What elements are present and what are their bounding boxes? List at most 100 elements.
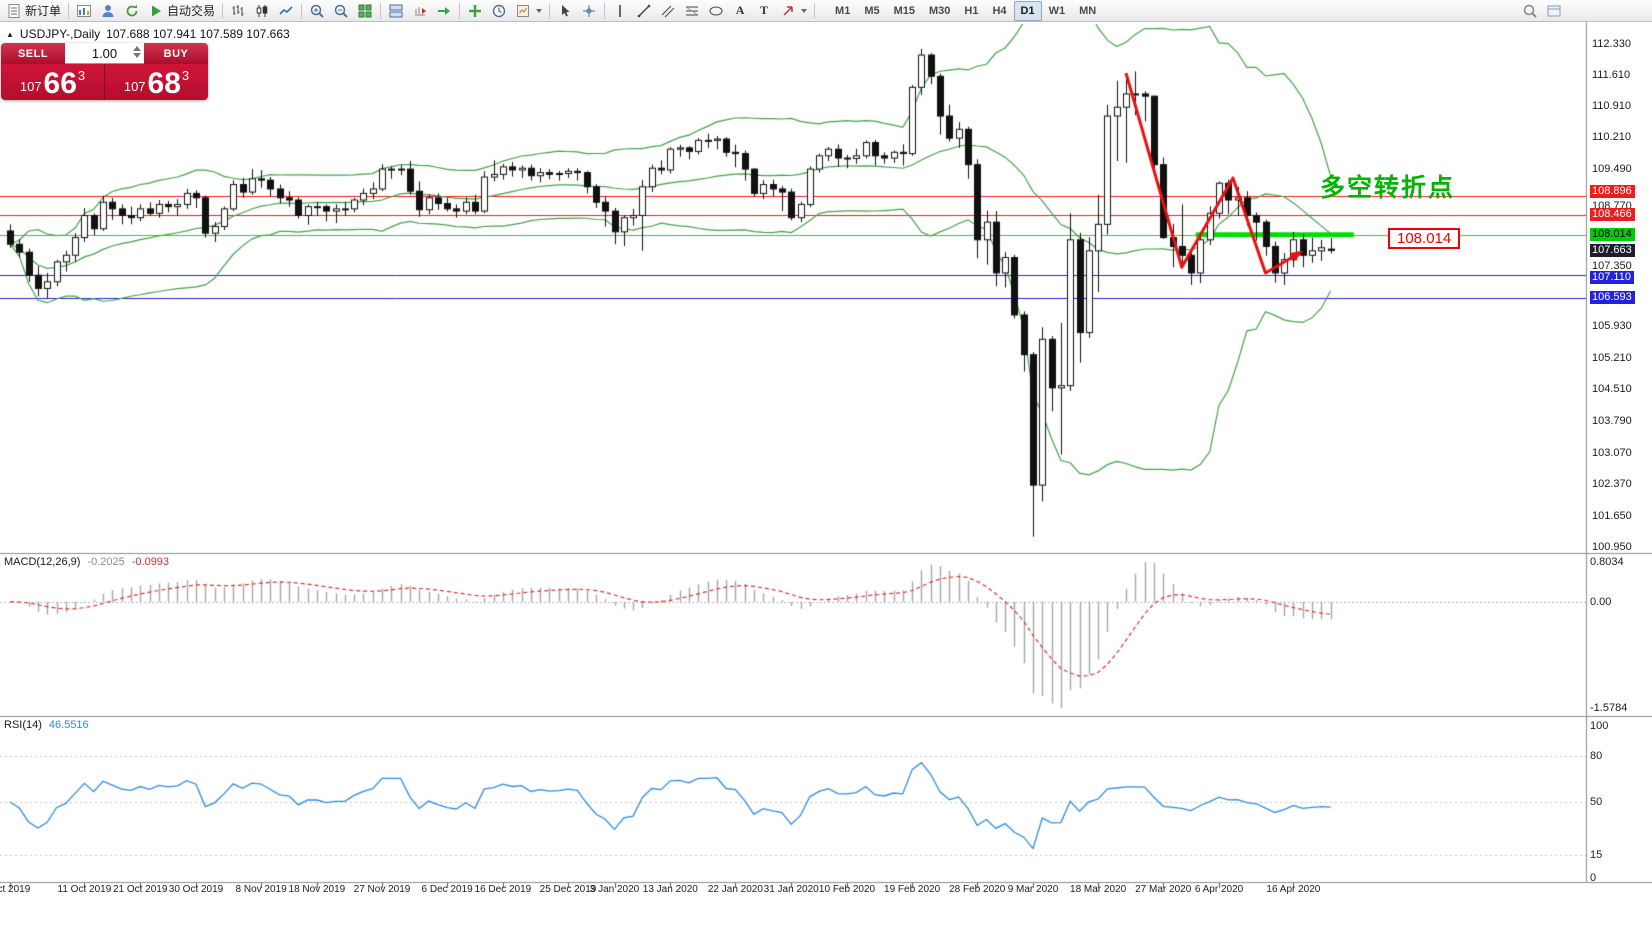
autotrading-button[interactable]: 自动交易 — [144, 1, 219, 21]
price-axis-label-108.466: 108.466 — [1590, 208, 1635, 222]
spinner-down-icon[interactable] — [133, 53, 141, 58]
macd-indicator-label: MACD(12,26,9) -0.2025 -0.0993 — [4, 556, 169, 568]
text-tool-button[interactable]: A — [728, 1, 752, 21]
time-axis-label: 19 Feb 2020 — [884, 884, 941, 895]
auto-scroll-button[interactable] — [432, 1, 456, 21]
timeframe-button-m15[interactable]: M15 — [887, 1, 922, 21]
sell-button[interactable]: SELL — [1, 43, 65, 64]
vertical-line-tool-button[interactable] — [608, 1, 632, 21]
time-axis-label: 27 Nov 2019 — [353, 884, 411, 895]
template-icon — [517, 4, 530, 17]
volume-field[interactable]: 1.00 — [65, 43, 144, 64]
rsi-indicator-label: RSI(14) 46.5516 — [4, 719, 89, 731]
new-chart-button[interactable] — [72, 1, 96, 21]
cursor-button[interactable] — [553, 1, 577, 21]
volume-spinner[interactable] — [133, 46, 141, 58]
candlestick-mode-button[interactable] — [250, 1, 274, 21]
time-axis-label: 22 Jan 2020 — [707, 884, 763, 895]
time-axis-label: 8 Nov 2019 — [235, 884, 287, 895]
symbol-ohlc-values: 107.688 107.941 107.589 107.663 — [106, 27, 290, 41]
sell-price[interactable]: 107 66 3 — [1, 64, 104, 100]
tile-windows-icon — [358, 4, 372, 17]
timeframe-button-h4[interactable]: H4 — [985, 1, 1013, 21]
timeframe-button-m30[interactable]: M30 — [922, 1, 957, 21]
main-toolbar: 新订单 自动交易 — [0, 0, 1652, 22]
zoom-out-button[interactable] — [329, 1, 353, 21]
shift-chart-button[interactable] — [408, 1, 432, 21]
ellipse-shape-icon — [709, 6, 723, 15]
price-chart-canvas[interactable] — [0, 22, 1652, 947]
timeframe-button-w1[interactable]: W1 — [1042, 1, 1073, 21]
price-axis-label-103.790: 103.790 — [1592, 414, 1632, 427]
label-tool-button[interactable]: T — [752, 1, 776, 21]
buy-price[interactable]: 107 68 3 — [105, 64, 208, 100]
rsi-axis-label: 50 — [1590, 796, 1603, 808]
candlestick-icon — [256, 4, 268, 17]
line-chart-mode-button[interactable] — [274, 1, 298, 21]
price-axis-label-102.370: 102.370 — [1592, 477, 1632, 490]
macd-axis-label: 0.00 — [1590, 595, 1612, 608]
timeframe-button-m5[interactable]: M5 — [857, 1, 886, 21]
macd-name: MACD(12,26,9) — [4, 556, 81, 568]
rsi-value: 46.5516 — [48, 719, 89, 731]
macd-axis-label: -1.5784 — [1590, 702, 1628, 714]
trendline-tool-button[interactable] — [632, 1, 656, 21]
rsi-axis-label: 100 — [1590, 720, 1609, 732]
price-axis-label-103.070: 103.070 — [1592, 446, 1632, 459]
bar-chart-mode-button[interactable] — [226, 1, 250, 21]
time-axis-label: 27 Mar 2020 — [1135, 884, 1192, 895]
profiles-button[interactable] — [96, 1, 120, 21]
arrows-tool-button[interactable] — [776, 1, 811, 21]
templates-button[interactable] — [511, 1, 546, 21]
spinner-up-icon[interactable] — [133, 46, 141, 51]
zoom-in-button[interactable] — [305, 1, 329, 21]
shift-chart-icon — [415, 6, 427, 15]
fibonacci-tool-button[interactable] — [680, 1, 704, 21]
price-axis-label-107.663: 107.663 — [1590, 243, 1635, 257]
timeframe-button-m1[interactable]: M1 — [828, 1, 857, 21]
window-layout-button[interactable] — [1542, 1, 1566, 21]
line-chart-icon — [279, 5, 293, 15]
toolbar-right-group — [1518, 1, 1566, 21]
timeframe-button-mn[interactable]: MN — [1072, 1, 1103, 21]
time-axis-label: 30 Oct 2019 — [168, 884, 224, 895]
search-button[interactable] — [1518, 1, 1542, 21]
timeframe-group: M1 M5 M15 M30 H1 H4 D1 W1 MN — [828, 0, 1103, 21]
zoom-in-icon — [310, 4, 324, 18]
toolbar-separator — [549, 2, 551, 19]
indicators-button[interactable] — [463, 1, 487, 21]
macd-signal-value: -0.0993 — [131, 556, 170, 568]
new-order-label: 新订单 — [25, 4, 62, 18]
periods-button[interactable] — [487, 1, 511, 21]
crosshair-icon — [583, 4, 596, 17]
arrow-tool-icon — [783, 5, 793, 16]
trendline-icon — [637, 4, 651, 17]
time-axis-label: 10 Feb 2020 — [818, 884, 876, 895]
price-axis-label-107.350: 107.350 — [1592, 259, 1632, 272]
refresh-icon — [126, 4, 138, 16]
timeframe-button-d1[interactable]: D1 — [1013, 0, 1042, 21]
price-axis-label-112.330: 112.330 — [1592, 37, 1631, 50]
time-axis-label: 16 Dec 2019 — [474, 884, 532, 895]
channel-tool-button[interactable] — [656, 1, 680, 21]
new-order-button[interactable]: 新订单 — [2, 1, 65, 21]
volume-value[interactable]: 1.00 — [91, 45, 118, 61]
crosshair-button[interactable] — [577, 1, 601, 21]
timeframe-button-h1[interactable]: H1 — [957, 1, 985, 21]
trade-panel-prices: 107 66 3 107 68 3 — [1, 64, 208, 100]
dropdown-arrow-icon — [536, 8, 543, 13]
sell-price-pip: 3 — [77, 68, 86, 83]
arrange-windows-button[interactable] — [384, 1, 408, 21]
price-axis-label-110.910: 110.910 — [1592, 100, 1631, 113]
time-axis-label: 9 Mar 2020 — [1007, 884, 1059, 895]
shapes-tool-button[interactable] — [704, 1, 728, 21]
clock-icon — [492, 4, 506, 17]
rsi-axis-label: 15 — [1590, 849, 1603, 862]
sell-price-digits: 66 — [43, 67, 77, 100]
buy-button[interactable]: BUY — [144, 43, 208, 64]
refresh-button[interactable] — [120, 1, 144, 21]
autotrading-label: 自动交易 — [167, 4, 216, 18]
toolbar-separator — [222, 2, 224, 19]
tile-windows-button[interactable] — [353, 1, 377, 21]
